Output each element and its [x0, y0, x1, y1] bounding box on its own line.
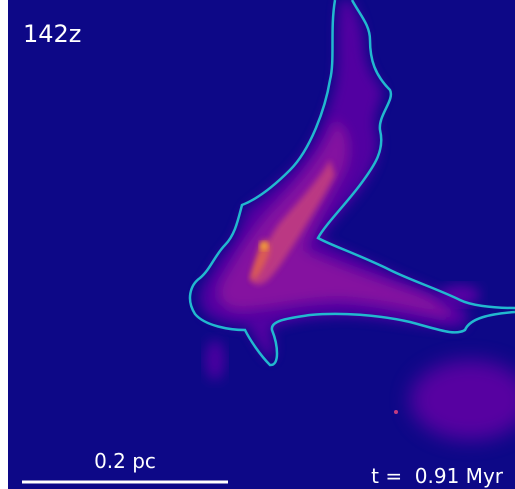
- snapshot-label: 142z: [23, 20, 81, 48]
- time-label: t = 0.91 Myr: [371, 464, 504, 488]
- gas-density: [199, 0, 515, 440]
- left-edge: [0, 0, 8, 489]
- contour: [188, 0, 515, 367]
- scale-bar-label: 0.2 pc: [94, 449, 156, 473]
